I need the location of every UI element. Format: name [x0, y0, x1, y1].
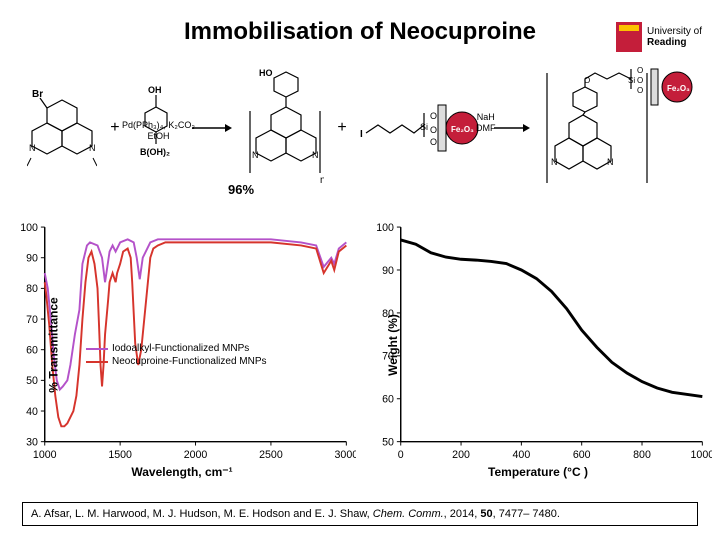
svg-text:30: 30 — [26, 437, 38, 449]
logo-line2: Reading — [647, 37, 702, 48]
reagent-2-line1: NaH — [476, 112, 496, 123]
svg-text:50: 50 — [26, 375, 38, 387]
svg-text:100: 100 — [20, 222, 38, 234]
oh-label: OH — [148, 85, 162, 95]
arrow-2 — [494, 118, 530, 138]
university-logo: University of Reading — [616, 22, 702, 52]
tga-xlabel: Temperature (°C ) — [488, 465, 588, 479]
svg-text:90: 90 — [26, 253, 38, 265]
o1-label: O — [430, 111, 437, 121]
svg-text:60: 60 — [382, 394, 394, 406]
molecule-4: I Si O O O Fe₂O₃ — [360, 83, 480, 173]
reagent-2: NaH DMF — [476, 112, 496, 134]
svg-text:0: 0 — [398, 449, 404, 461]
svg-text:800: 800 — [633, 449, 651, 461]
svg-text:70: 70 — [26, 314, 38, 326]
tga-svg: 506070809010002004006008001000 — [364, 215, 712, 475]
svg-text:60: 60 — [26, 345, 38, 357]
legend-item: Iodoalkyl-Functionalized MNPs — [86, 343, 267, 354]
si-prod: Si — [628, 76, 635, 85]
molecule-3: HO N N n — [246, 63, 324, 193]
svg-text:2500: 2500 — [259, 449, 283, 461]
fe-label-2: Fe₂O₃ — [667, 84, 690, 93]
legend-item: Neocuproine-Functionalized MNPs — [86, 356, 267, 367]
svg-text:400: 400 — [513, 449, 531, 461]
citation-vol: 50 — [480, 508, 492, 520]
svg-text:600: 600 — [573, 449, 591, 461]
citation-box: A. Afsar, L. M. Harwood, M. J. Hudson, M… — [22, 502, 698, 526]
svg-text:90: 90 — [382, 265, 394, 277]
svg-text:200: 200 — [452, 449, 470, 461]
tga-chart: Weight (%) 50607080901000200400600800100… — [364, 215, 712, 475]
op1: O — [637, 66, 643, 75]
reagent-2-line2: DMF — [476, 123, 496, 134]
ftir-ylabel: % Transmittance — [47, 297, 61, 392]
reagent-1-line2: EtOH — [122, 131, 195, 142]
svg-text:2000: 2000 — [184, 449, 208, 461]
molecule-1: Br N N — [27, 73, 97, 183]
svg-text:80: 80 — [26, 283, 38, 295]
n-sub: n — [320, 175, 324, 186]
plus-2: + — [337, 119, 346, 137]
citation-journal: Chem. Comm. — [373, 508, 444, 520]
molecule-5: O Si O O O N N Fe₂O₃ — [543, 63, 693, 193]
page-title: Immobilisation of Neocuproine — [0, 0, 720, 46]
br-label: Br — [32, 89, 43, 100]
shield-icon — [616, 22, 642, 52]
plus-1: + — [110, 119, 119, 137]
svg-text:40: 40 — [26, 406, 38, 418]
np2: N — [607, 157, 614, 167]
citation-rest: , 2014, — [444, 508, 481, 520]
o2-label: O — [430, 125, 437, 135]
svg-text:50: 50 — [382, 437, 394, 449]
ftir-xlabel: Wavelength, cm⁻¹ — [131, 465, 232, 479]
o-prod: O — [584, 76, 590, 85]
fe-label-1: Fe₂O₃ — [451, 125, 474, 134]
svg-text:1000: 1000 — [33, 449, 57, 461]
i-label: I — [360, 129, 363, 140]
op3: O — [637, 86, 643, 95]
citation-authors: A. Afsar, L. M. Harwood, M. J. Hudson, M… — [31, 508, 373, 520]
logo-line1: University of — [647, 26, 702, 37]
svg-text:100: 100 — [376, 222, 394, 234]
reagent-1-line1: Pd(PPh₃)₄, K₂CO₃ — [122, 120, 195, 131]
svg-text:1500: 1500 — [108, 449, 132, 461]
ftir-chart: % Transmittance 30 40 50 60 70 80 90 100 3000 250… — [8, 215, 356, 475]
yield-label: 96% — [228, 182, 254, 197]
charts-row: % Transmittance 30 40 50 60 70 80 90 100 3000 250… — [8, 215, 712, 475]
n1-label: N — [29, 143, 36, 153]
reagent-1: Pd(PPh₃)₄, K₂CO₃ EtOH — [122, 120, 195, 142]
citation-pages: , 7477– 7480. — [493, 508, 560, 520]
o3-label: O — [430, 137, 437, 147]
ftir-legend: Iodoalkyl-Functionalized MNPs Neocuproine… — [86, 343, 267, 369]
si-label: Si — [420, 122, 428, 132]
tga-ylabel: Weight (%) — [386, 314, 400, 376]
logo-text: University of Reading — [647, 26, 702, 48]
n1b-label: N — [252, 150, 259, 160]
op2: O — [637, 76, 643, 85]
np1: N — [551, 157, 558, 167]
ho-label: HO — [259, 68, 273, 78]
arrow-1 — [192, 118, 232, 138]
svg-text:1000: 1000 — [691, 449, 712, 461]
n2b-label: N — [312, 150, 319, 160]
svg-text:3000: 3000 — [335, 449, 356, 461]
n2-label: N — [89, 143, 96, 153]
boh2-label: B(OH)₂ — [140, 147, 170, 157]
